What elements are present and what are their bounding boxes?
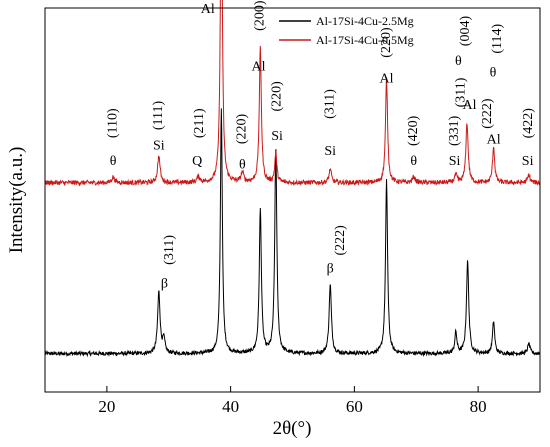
peak-index-label: (220) [235,113,250,144]
annotation-layer: (110)θ(111)Si(211)Q(111)Al(220)θ(200)Al(… [105,0,536,292]
x-tick-label: 80 [470,397,487,416]
peak-index-label: (222) [333,225,348,256]
plot-frame [44,7,541,393]
phase-label: Si [522,154,534,169]
y-axis-label: Intensity(a.u.) [6,147,27,254]
peak-index-label: (420) [406,115,421,146]
peak-index-label: (211) [192,108,207,138]
peak-index-label: (311) [162,235,177,265]
peak-index-label: (311) [322,89,337,119]
peak-index-label: (311) [454,77,469,107]
phase-label: Si [449,154,461,169]
peak-index-label: (200) [253,0,268,31]
legend: Al-17Si-4Cu-2.5Mg Al-17Si-4Cu-0.5Mg [279,14,414,47]
phase-label: Al [487,133,501,148]
x-tick-label: 40 [222,397,239,416]
x-axis-label: 2θ(°) [273,418,312,439]
phase-label: Q [192,154,202,169]
peak-index-label: (222) [480,98,495,129]
phase-label: Al [201,2,215,17]
x-axis-ticks: 20 40 60 80 [98,386,487,416]
peak-index-label: (331) [447,115,462,146]
phase-label: Al [380,71,394,86]
x-tick-label: 60 [346,397,363,416]
phase-label: Si [271,129,283,144]
phase-label: β [161,277,168,292]
phase-label: θ [455,54,462,69]
peak-index-label: (422) [521,108,536,139]
phase-label: Si [324,144,336,159]
peak-index-label: (220) [269,81,284,112]
peak-index-label: (111) [151,101,166,131]
series-line-2 [44,0,541,187]
phase-label: Al [462,98,476,113]
phase-label: Si [153,138,165,153]
series-layer [44,0,541,358]
phase-label: θ [490,65,497,80]
peak-index-label: (220) [379,27,394,58]
x-tick-label: 20 [98,397,115,416]
peak-index-label: (114) [490,23,505,53]
legend-label-2: Al-17Si-4Cu-0.5Mg [316,33,414,47]
peak-index-label: (004) [458,16,473,47]
phase-label: β [327,261,334,276]
phase-label: θ [110,154,117,169]
phase-label: θ [239,158,246,173]
phase-label: θ [410,154,417,169]
peak-index-label: (110) [105,108,120,138]
series-line-1 [44,108,541,358]
phase-label: θ [258,0,265,2]
legend-label-1: Al-17Si-4Cu-2.5Mg [316,14,414,28]
phase-label: Al [251,60,265,75]
